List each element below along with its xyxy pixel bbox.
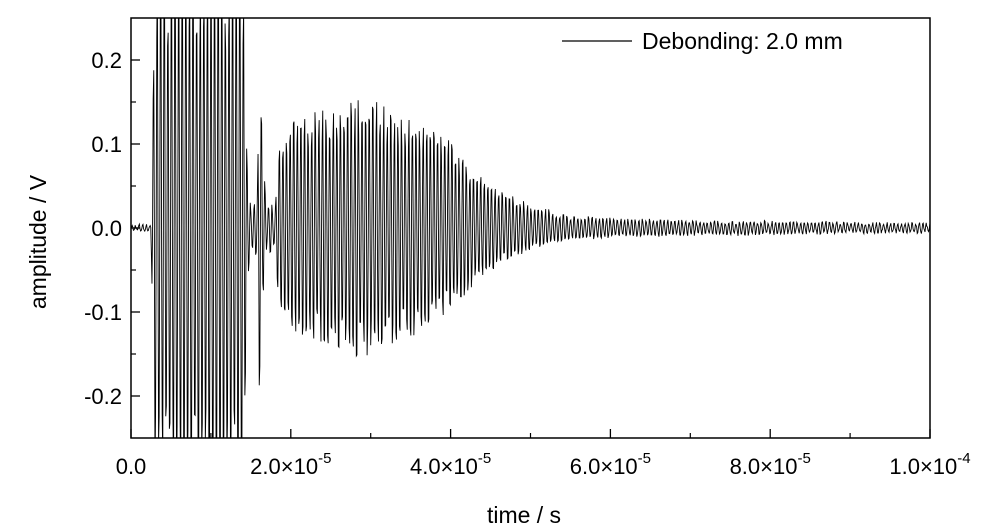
series-line-debonding (131, 18, 930, 438)
x-tick-label: 2.0×10-5 (250, 450, 331, 479)
y-tick-label: 0.0 (91, 216, 122, 241)
x-tick-label: 8.0×10-5 (730, 450, 811, 479)
legend-label: Debonding: 2.0 mm (642, 28, 843, 54)
x-tick-label: 1.0×10-4 (889, 450, 970, 479)
x-tick-label: 6.0×10-5 (570, 450, 651, 479)
y-tick-label: -0.2 (84, 384, 122, 409)
x-axis-ticks: 0.0 2.0×10-5 4.0×10-5 6.0×10-5 8.0×10-5 1.0×1… (116, 429, 971, 479)
signal-layer (131, 18, 930, 438)
x-axis-label: time / s (487, 502, 561, 528)
y-tick-label: 0.2 (91, 48, 122, 73)
y-tick-label: -0.1 (84, 300, 122, 325)
y-tick-label: 0.1 (91, 132, 122, 157)
y-axis-label: amplitude / V (25, 174, 51, 309)
x-tick-label: 4.0×10-5 (410, 450, 491, 479)
y-axis-ticks: 0.2 0.1 0.0 -0.1 -0.2 (84, 48, 140, 409)
legend: Debonding: 2.0 mm (562, 28, 843, 54)
x-tick-label: 0.0 (116, 454, 147, 479)
